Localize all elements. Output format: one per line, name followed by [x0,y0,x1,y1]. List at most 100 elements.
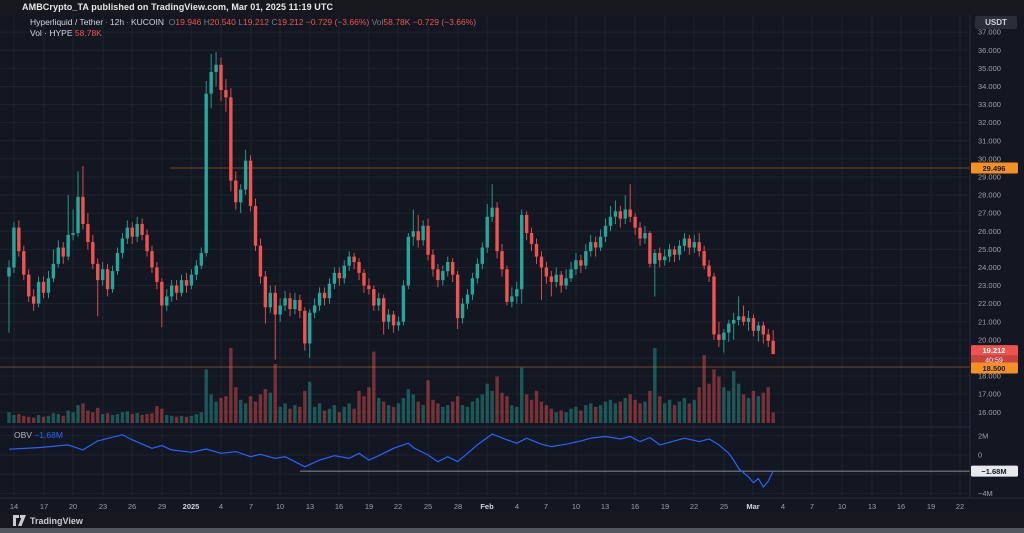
grid-lines [0,15,970,497]
candle-body [485,216,489,248]
price-axis[interactable]: 16.00017.00018.00019.00020.00021.00022.0… [978,28,1001,498]
interval-label[interactable]: 12h [109,17,125,27]
volume-row-label[interactable]: Vol · HYPE [30,28,73,38]
obv-tick-label: −4M [978,489,993,498]
volume-bar [702,355,706,423]
candle-body [253,205,258,246]
time-tick-label: 13 [601,502,609,511]
candle-body [653,252,657,264]
volume-bar [751,390,756,423]
volume-bar [485,383,489,423]
candle-body [268,292,272,308]
current-price-label[interactable] [971,345,1018,366]
symbol-title[interactable]: Hyperliquid / Tether [30,17,104,27]
volume-bar [391,406,396,423]
volume-bar [36,414,41,423]
volume-bar [672,405,677,423]
time-axis[interactable]: 14 17 20 23 26 29 2025 4 7 10 13 16 19 22 25 28 Feb 4 7 10 1… [10,502,964,511]
candle-body [529,233,534,244]
price-tick-label: 30.000 [978,154,1001,163]
tradingview-logo-icon[interactable] [13,515,26,526]
candle-body [381,298,386,322]
candle-body [559,274,563,286]
exchange-label[interactable]: KUCOIN [130,17,165,27]
obv-indicator-label[interactable]: OBV [14,430,32,440]
candle-body [248,160,253,206]
price-tick-label: 22.000 [978,299,1001,308]
volume-legend[interactable]: Vol · HYPE 58.78K [30,28,102,38]
candle-body [120,238,125,253]
volume-bar [446,405,450,423]
volume-bar [677,401,682,423]
volume-bar [766,387,770,423]
volume-bar [732,371,736,423]
time-tick-label: 13 [868,502,876,511]
close-value: 19.212 [277,17,304,27]
candle-body [687,238,692,248]
volume-bar [534,390,539,423]
window-bottom-strip [0,528,1024,533]
volume-bar [110,414,115,423]
candle-body [741,316,746,322]
candle-body [86,224,90,243]
volume-bar [396,403,401,423]
obv-value-label[interactable] [971,465,1018,477]
candle-body [623,209,627,219]
candle-body [278,305,282,315]
price-tick-label: 35.000 [978,64,1001,73]
candle-body [76,196,80,234]
volume-bar [209,394,213,423]
volume-bar [653,348,657,423]
tradingview-brand-text[interactable]: TradingView [30,515,83,526]
obv-value-text: −1.68M [981,467,1006,476]
volume-bar [273,364,277,423]
volume-bar [431,399,435,423]
legend-separator2: · [126,17,129,27]
candle-body [579,260,583,266]
candle-body [386,314,391,322]
time-tick-label: 20 [69,502,77,511]
volume-bar [436,403,440,423]
candle-body [771,340,775,355]
legend-separator: · [105,17,108,27]
candle-body [732,319,736,324]
obv-legend[interactable]: OBV −1.68M [14,430,63,440]
volume-bar [717,376,721,423]
obv-tick-label: 0 [978,451,982,460]
candle-body [411,231,415,237]
volume-bar [66,410,70,423]
volume-bar [520,367,524,423]
candle-body [165,296,169,306]
candle-body [229,97,233,181]
lower-level-price-label[interactable] [971,362,1018,374]
candle-body [61,247,65,257]
price-tick-label: 20.000 [978,335,1001,344]
candle-body [515,289,519,297]
candle-body [239,189,243,203]
candle-body [598,236,603,248]
volume-bar [160,408,164,423]
volume-bar [169,415,174,423]
symbol-legend[interactable]: Hyperliquid / Tether · 12h · KUCOIN O19.946 … [30,17,476,27]
upper-level-price-label[interactable] [971,162,1018,174]
candle-body [431,254,435,270]
volume-bar [633,399,637,423]
volume-bar [258,394,263,423]
time-tick-label: 13 [306,502,314,511]
volume-bar [367,387,371,423]
candle-body [12,227,16,268]
currency-toggle-button[interactable]: USDT [975,16,1017,29]
volume-bar [416,401,420,423]
candle-body [174,285,179,293]
candle-body [199,252,203,266]
candle-body [736,316,741,320]
candle-body [593,242,598,248]
candle-body [574,260,578,270]
candle-body [46,278,51,293]
volume-bar [707,383,711,423]
volume-bar [524,394,529,423]
candle-body [416,231,420,241]
volume-bar [682,398,687,423]
